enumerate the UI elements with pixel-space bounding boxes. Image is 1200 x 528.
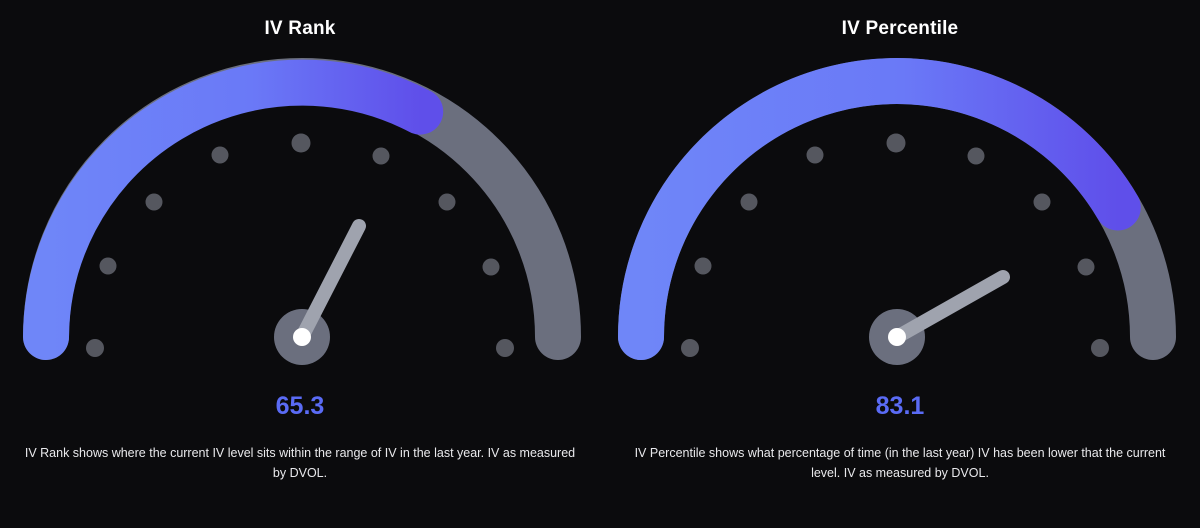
tick-dot <box>99 257 117 275</box>
gauge-track-arc <box>618 58 1176 360</box>
tick-dot <box>1077 258 1095 276</box>
gauge-needle <box>295 219 366 344</box>
tick-dot <box>482 258 500 276</box>
gauge-iv-rank <box>0 55 600 385</box>
tick-dot <box>438 193 456 211</box>
gauge-iv-rank-svg <box>23 58 581 365</box>
tick-dot <box>886 133 906 153</box>
tick-dot <box>372 147 390 165</box>
gauge-iv-percentile-svg <box>618 58 1176 365</box>
tick-dot <box>681 339 699 357</box>
gauge-hub-center <box>888 328 906 346</box>
gauge-track-arc <box>23 58 581 360</box>
gauge-description-iv-percentile: IV Percentile shows what percentage of t… <box>634 446 1166 480</box>
gauge-value-arc <box>618 58 1141 360</box>
gauge-iv-percentile <box>600 55 1200 385</box>
tick-dot <box>291 133 311 153</box>
tick-dot <box>740 193 758 211</box>
tick-dot <box>86 339 104 357</box>
gauge-tick-dots <box>86 133 514 357</box>
tick-dot <box>1091 339 1109 357</box>
gauge-needle <box>890 270 1010 344</box>
gauge-value-arc <box>23 59 444 360</box>
tick-dot <box>806 146 824 164</box>
tick-dot <box>967 147 985 165</box>
gauge-hub-center <box>293 328 311 346</box>
panel-iv-percentile: IV Percentile <box>600 0 1200 528</box>
page-title-iv-percentile: IV Percentile <box>841 18 959 39</box>
gauge-tick-dots <box>681 133 1109 357</box>
tick-dot <box>211 146 229 164</box>
tick-dot <box>694 257 712 275</box>
tick-dot <box>1033 193 1051 211</box>
gauge-value-iv-rank: 65.3 <box>275 392 325 420</box>
page-title-iv-rank: IV Rank <box>264 18 336 39</box>
gauge-value-iv-percentile: 83.1 <box>875 392 925 420</box>
tick-dot <box>496 339 514 357</box>
tick-dot <box>145 193 163 211</box>
gauge-description-iv-rank: IV Rank shows where the current IV level… <box>24 446 576 480</box>
panel-iv-rank: IV Rank <box>0 18 600 480</box>
